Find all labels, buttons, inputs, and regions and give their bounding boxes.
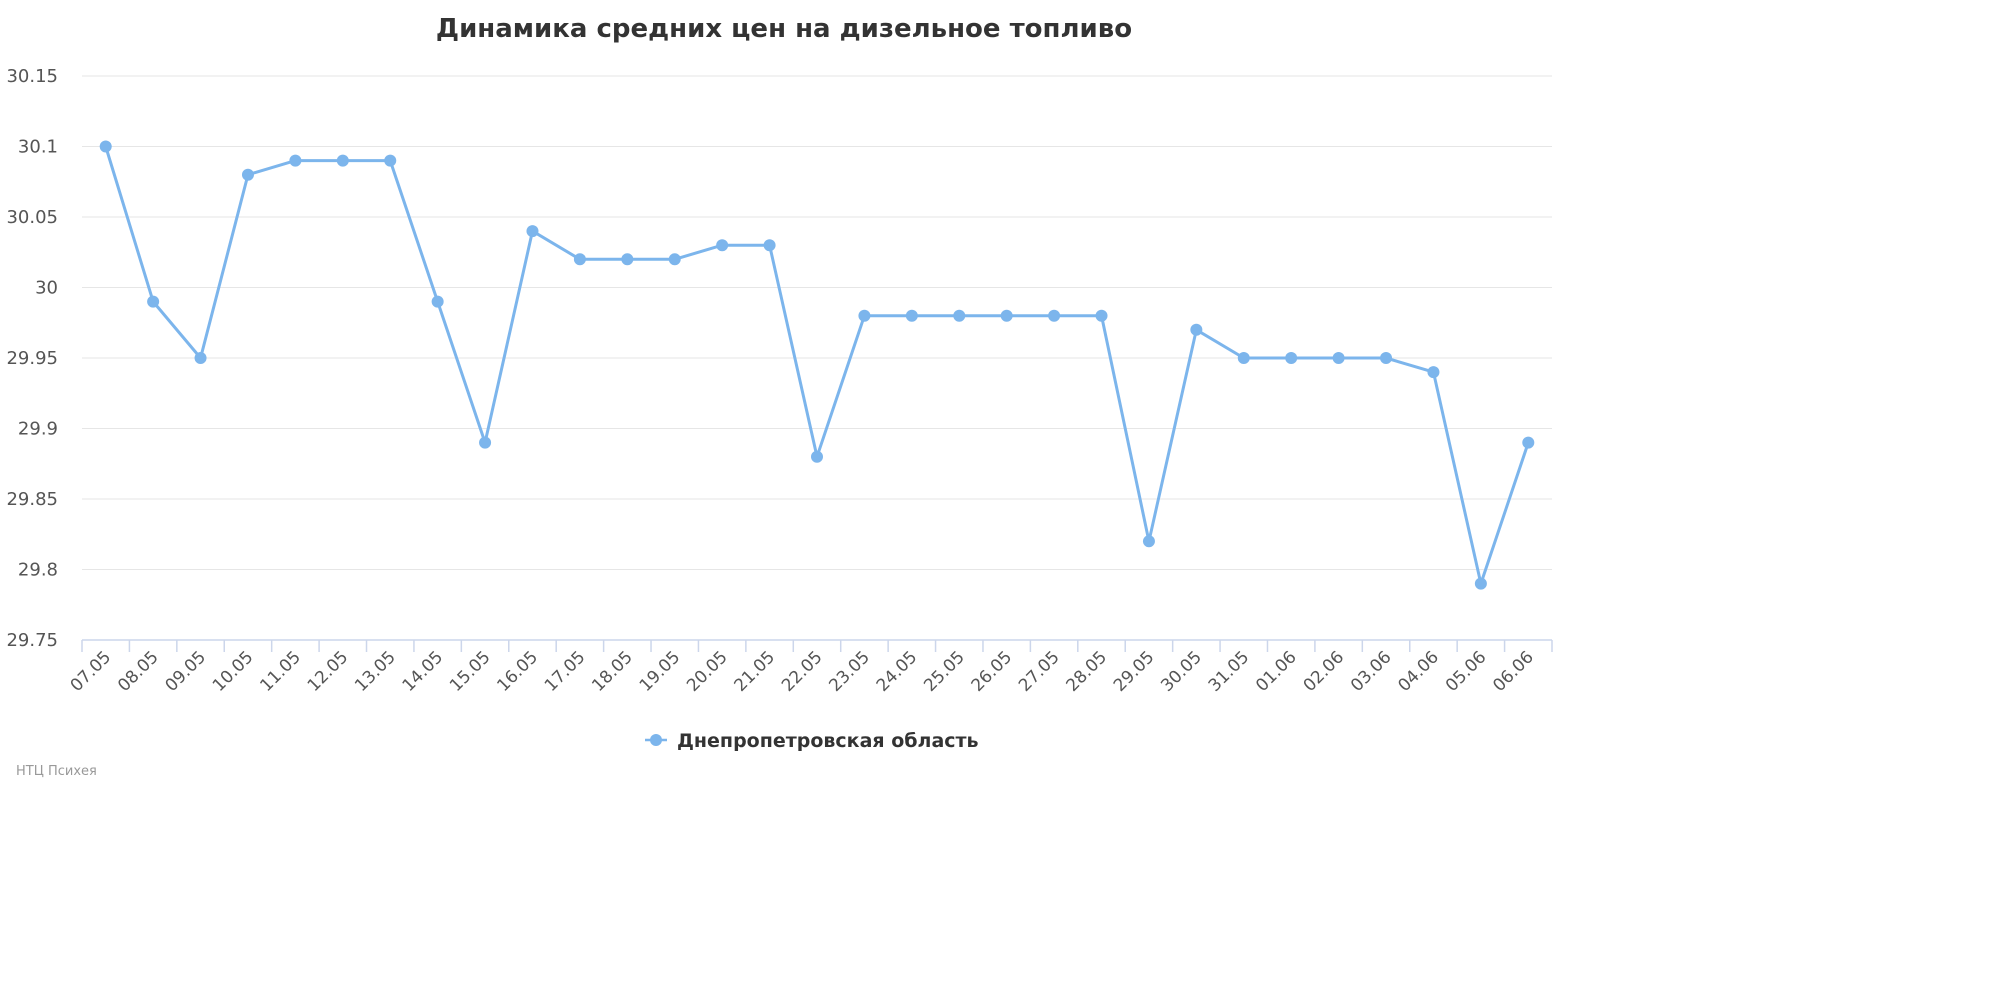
x-tick-label: 20.05	[683, 647, 732, 696]
x-tick-label: 28.05	[1062, 647, 1111, 696]
x-tick-label: 30.05	[1157, 647, 1206, 696]
x-tick-label: 24.05	[873, 647, 922, 696]
y-tick-label: 29.8	[18, 560, 58, 581]
data-point[interactable]	[1285, 352, 1298, 364]
series-line	[104, 145, 1530, 586]
x-tick-label: 14.05	[399, 647, 448, 696]
y-tick-label: 29.95	[6, 348, 58, 369]
x-tick-label: 11.05	[256, 647, 305, 696]
legend[interactable]: Днепропетровская область	[645, 730, 979, 752]
data-point[interactable]	[621, 253, 634, 266]
x-tick-label: 21.05	[731, 647, 780, 696]
x-tick-label: 07.05	[67, 647, 116, 696]
data-point[interactable]	[573, 253, 586, 266]
data-point[interactable]	[953, 309, 966, 322]
data-point[interactable]	[431, 295, 444, 308]
x-tick-label: 26.05	[968, 647, 1017, 696]
x-tick-label: 15.05	[446, 647, 495, 696]
grid-lines	[82, 75, 1552, 570]
data-point[interactable]	[384, 154, 397, 167]
data-point[interactable]	[1332, 352, 1345, 364]
data-point[interactable]	[241, 168, 254, 181]
y-tick-label: 30.1	[18, 137, 58, 158]
legend-marker	[650, 734, 662, 746]
y-tick-label: 29.85	[6, 489, 58, 510]
data-point[interactable]	[1427, 366, 1440, 379]
data-point[interactable]	[811, 450, 823, 463]
y-tick-label: 30.05	[6, 207, 58, 228]
data-point[interactable]	[858, 309, 871, 322]
x-axis: 07.0508.0509.0510.0511.0512.0513.0514.05…	[67, 639, 1553, 696]
chart-title: Динамика средних цен на дизельное топлив…	[436, 14, 1132, 44]
data-point[interactable]	[1237, 352, 1250, 364]
data-point[interactable]	[479, 436, 492, 449]
x-tick-label: 12.05	[304, 647, 353, 696]
data-point[interactable]	[1000, 309, 1013, 322]
x-tick-label: 06.06	[1489, 647, 1538, 696]
data-point[interactable]	[1142, 535, 1155, 548]
data-point[interactable]	[526, 225, 539, 238]
data-point[interactable]	[147, 295, 160, 308]
x-tick-label: 25.05	[920, 647, 969, 696]
x-tick-label: 16.05	[493, 647, 542, 696]
x-tick-label: 09.05	[162, 647, 211, 696]
data-point[interactable]	[905, 309, 918, 322]
legend-label: Днепропетровская область	[677, 730, 979, 752]
y-tick-label: 29.9	[18, 419, 58, 440]
x-tick-label: 19.05	[636, 647, 685, 696]
data-point[interactable]	[1474, 577, 1487, 590]
data-point[interactable]	[1190, 323, 1203, 336]
x-tick-label: 27.05	[1015, 647, 1064, 696]
y-tick-label: 30.15	[6, 66, 58, 87]
x-tick-label: 01.06	[1252, 647, 1301, 696]
x-tick-label: 29.05	[1110, 647, 1159, 696]
x-tick-label: 22.05	[778, 647, 827, 696]
x-tick-label: 04.06	[1394, 647, 1443, 696]
line-chart: Динамика средних цен на дизельное топлив…	[6, 14, 1553, 779]
data-point[interactable]	[99, 140, 112, 153]
data-point[interactable]	[1095, 309, 1108, 322]
x-tick-label: 23.05	[825, 647, 874, 696]
y-axis: 30.15 30.1 30.05 30 29.95 29.9 29.85 29.8 29.75	[6, 66, 58, 651]
x-tick-label: 08.05	[114, 647, 163, 696]
data-point[interactable]	[1380, 352, 1393, 364]
x-tick-label: 05.06	[1442, 647, 1491, 696]
y-tick-label: 29.75	[6, 630, 58, 651]
x-tick-label: 13.05	[351, 647, 400, 696]
data-point[interactable]	[1522, 436, 1535, 449]
data-point[interactable]	[716, 239, 729, 252]
data-point[interactable]	[289, 154, 302, 167]
x-tick-label: 02.06	[1300, 647, 1349, 696]
data-point[interactable]	[194, 352, 207, 364]
data-point[interactable]	[763, 239, 776, 252]
x-tick-label: 03.06	[1347, 647, 1396, 696]
y-tick-label: 30	[35, 278, 58, 299]
data-point[interactable]	[336, 154, 349, 167]
series-group	[99, 140, 1535, 590]
x-tick-label: 17.05	[541, 647, 590, 696]
data-point[interactable]	[1048, 309, 1061, 322]
x-tick-label: 31.05	[1205, 647, 1254, 696]
data-point[interactable]	[668, 253, 681, 266]
credit-text[interactable]: НТЦ Психея	[16, 764, 97, 779]
x-tick-label: 10.05	[209, 647, 258, 696]
x-tick-label: 18.05	[588, 647, 637, 696]
